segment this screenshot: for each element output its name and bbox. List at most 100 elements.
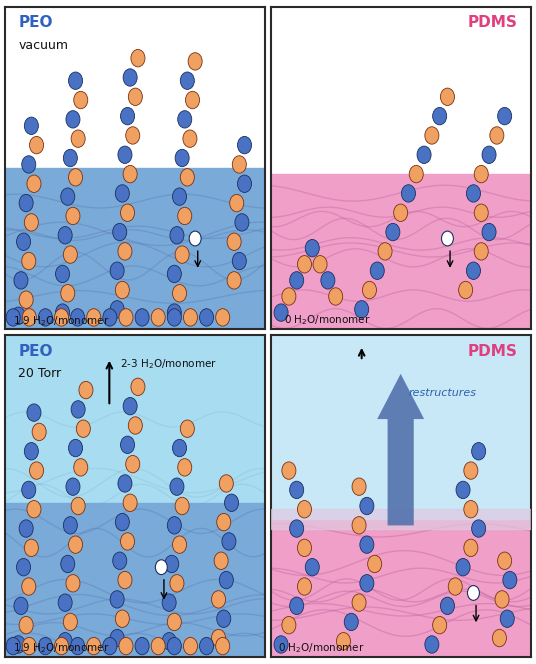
- Circle shape: [58, 594, 72, 612]
- Circle shape: [126, 456, 140, 473]
- Circle shape: [212, 629, 226, 647]
- Circle shape: [185, 92, 199, 109]
- Circle shape: [490, 127, 504, 144]
- Circle shape: [464, 539, 478, 556]
- Circle shape: [119, 309, 133, 326]
- Circle shape: [22, 252, 36, 270]
- Circle shape: [482, 146, 496, 163]
- Circle shape: [103, 637, 117, 655]
- Circle shape: [237, 175, 251, 193]
- Circle shape: [493, 629, 507, 647]
- Text: 0 H$_2$O/monomer: 0 H$_2$O/monomer: [279, 641, 365, 655]
- Circle shape: [360, 536, 374, 553]
- Circle shape: [500, 610, 514, 627]
- Circle shape: [115, 513, 129, 531]
- Circle shape: [472, 520, 486, 537]
- Circle shape: [180, 420, 195, 438]
- Circle shape: [61, 188, 75, 205]
- Circle shape: [482, 223, 496, 241]
- Text: 1.9 H$_2$O/monomer: 1.9 H$_2$O/monomer: [13, 314, 110, 327]
- Circle shape: [289, 597, 304, 614]
- Circle shape: [360, 497, 374, 515]
- Circle shape: [188, 52, 202, 70]
- Circle shape: [151, 309, 165, 326]
- Circle shape: [167, 265, 181, 283]
- Circle shape: [66, 478, 80, 495]
- Text: 1.9 H$_2$O/monomer: 1.9 H$_2$O/monomer: [13, 641, 110, 655]
- Circle shape: [467, 586, 479, 600]
- Circle shape: [69, 536, 83, 553]
- Circle shape: [386, 223, 400, 241]
- Circle shape: [123, 69, 137, 86]
- Circle shape: [66, 574, 80, 592]
- Circle shape: [214, 552, 228, 570]
- Circle shape: [76, 420, 91, 438]
- Circle shape: [173, 536, 187, 553]
- Circle shape: [368, 555, 382, 572]
- Circle shape: [131, 50, 145, 67]
- Circle shape: [362, 282, 376, 299]
- Circle shape: [170, 574, 184, 592]
- Circle shape: [118, 475, 132, 492]
- Circle shape: [173, 285, 187, 302]
- Circle shape: [167, 304, 181, 321]
- Text: PEO: PEO: [18, 15, 53, 31]
- Circle shape: [61, 285, 75, 302]
- Circle shape: [410, 165, 423, 183]
- Circle shape: [58, 226, 72, 244]
- Circle shape: [118, 572, 132, 589]
- Circle shape: [128, 88, 143, 106]
- Circle shape: [329, 288, 343, 305]
- Circle shape: [442, 231, 453, 246]
- Circle shape: [63, 149, 77, 167]
- Circle shape: [115, 185, 129, 202]
- Circle shape: [103, 309, 117, 326]
- Text: PEO: PEO: [18, 344, 53, 359]
- Circle shape: [110, 591, 124, 608]
- Circle shape: [232, 252, 247, 270]
- Circle shape: [441, 88, 455, 106]
- Circle shape: [24, 539, 39, 556]
- Circle shape: [61, 555, 75, 572]
- Circle shape: [155, 560, 167, 574]
- Circle shape: [235, 214, 249, 231]
- Circle shape: [23, 637, 36, 655]
- Circle shape: [497, 108, 512, 125]
- Circle shape: [69, 72, 83, 90]
- Circle shape: [115, 282, 129, 299]
- Circle shape: [71, 309, 85, 326]
- Circle shape: [14, 272, 28, 289]
- Circle shape: [29, 136, 43, 154]
- Circle shape: [55, 309, 69, 326]
- Circle shape: [425, 127, 439, 144]
- Circle shape: [274, 304, 288, 321]
- Bar: [5, 167, 265, 329]
- Circle shape: [11, 636, 25, 653]
- Text: PDMS: PDMS: [468, 344, 518, 359]
- Circle shape: [110, 629, 124, 647]
- Circle shape: [131, 378, 145, 396]
- Circle shape: [433, 108, 446, 125]
- Text: 20 Torr: 20 Torr: [18, 367, 62, 380]
- Circle shape: [69, 169, 83, 186]
- Circle shape: [173, 188, 187, 205]
- Circle shape: [56, 265, 70, 283]
- Circle shape: [217, 610, 230, 627]
- Circle shape: [219, 572, 233, 589]
- Circle shape: [352, 517, 366, 534]
- Circle shape: [459, 282, 473, 299]
- Circle shape: [29, 462, 43, 479]
- Circle shape: [27, 175, 41, 193]
- Circle shape: [170, 226, 184, 244]
- Circle shape: [87, 637, 101, 655]
- Circle shape: [401, 185, 415, 202]
- Text: restructures: restructures: [408, 388, 477, 398]
- Circle shape: [39, 637, 53, 655]
- Circle shape: [23, 309, 36, 326]
- Circle shape: [121, 204, 135, 221]
- Circle shape: [110, 262, 124, 280]
- Circle shape: [19, 195, 33, 212]
- Circle shape: [495, 591, 509, 608]
- Circle shape: [189, 231, 201, 246]
- Circle shape: [113, 552, 126, 570]
